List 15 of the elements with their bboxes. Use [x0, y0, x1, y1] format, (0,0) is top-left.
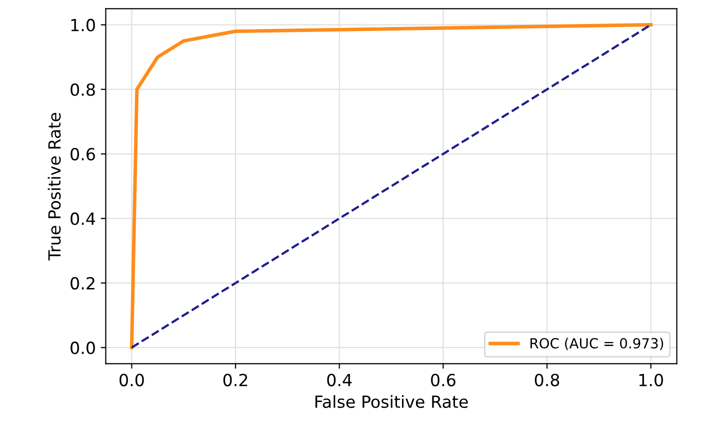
y-axis-title: True Positive Rate [48, 112, 61, 260]
x-tick-label: 0.2 [223, 374, 248, 386]
x-tick-label: 1.0 [639, 374, 663, 386]
x-axis-title: False Positive Rate [315, 395, 468, 408]
x-tick-label: 0.6 [431, 374, 456, 386]
y-tick-label: 1.0 [71, 18, 95, 32]
x-tick-label: 0.0 [120, 374, 144, 386]
y-tick-label: 0.2 [70, 276, 94, 290]
y-tick-label: 0.8 [70, 83, 95, 96]
x-tick-label: 0.8 [534, 374, 560, 386]
legend-label: ROC (AUC = 0.973) [530, 338, 664, 350]
y-tick-label: 0.0 [70, 342, 95, 354]
x-tick-label: 0.4 [327, 374, 352, 386]
y-tick-label: 0.6 [70, 148, 95, 160]
y-tick-label: 0.4 [70, 212, 96, 226]
